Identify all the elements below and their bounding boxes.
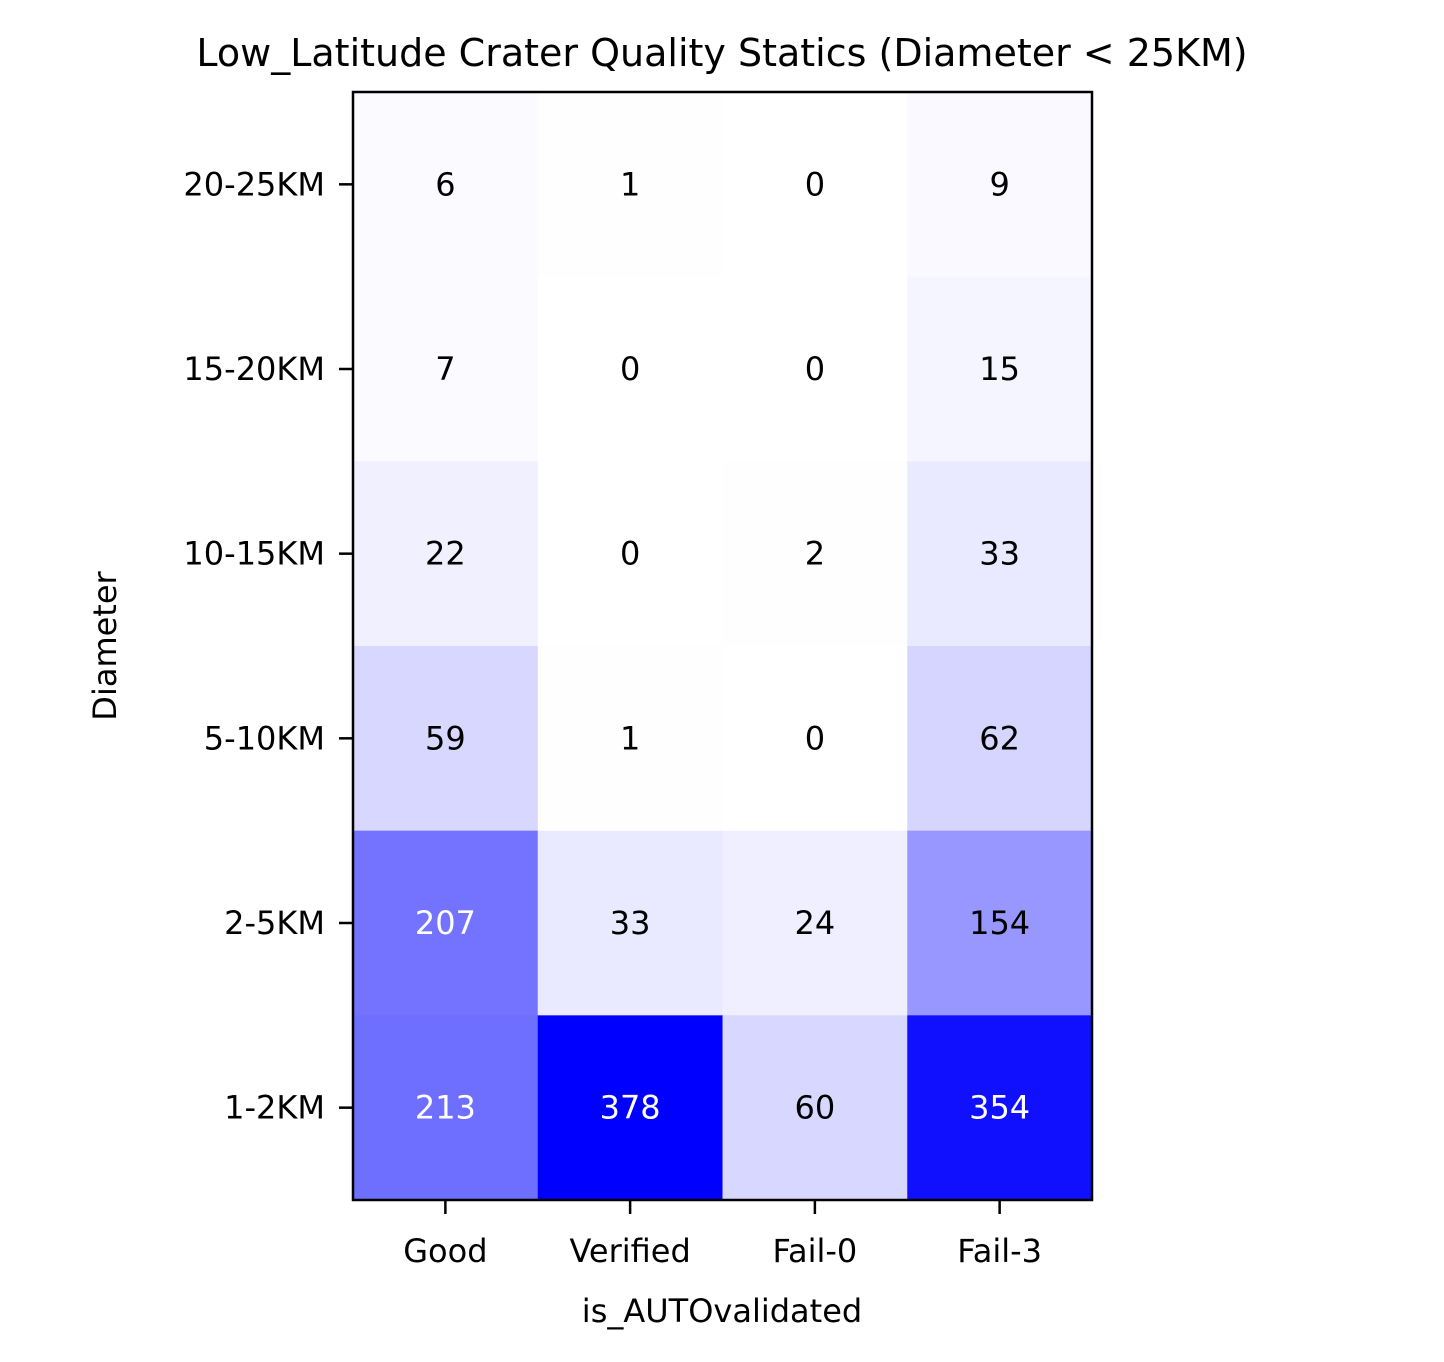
x-tick-label: Verified [569, 1232, 690, 1270]
heatmap-cell-20-25KM-Good [353, 92, 539, 278]
cell-value-label: 9 [989, 165, 1009, 203]
chart-title: Low_Latitude Crater Quality Statics (Dia… [196, 31, 1247, 75]
heatmap-cell-5-10KM-Verified [537, 646, 723, 832]
x-axis-ticks: Good Verified Fail-0 Fail-3 [403, 1200, 1042, 1270]
y-tick-label: 1-2KM [224, 1089, 325, 1127]
heatmap-cell-15-20KM-Good [353, 276, 539, 462]
cell-value-label: 0 [805, 165, 825, 203]
y-tick-label: 5-10KM [204, 719, 325, 757]
heatmap-cell-20-25KM-Fail-0 [722, 92, 908, 278]
heatmap-cell-20-25KM-Fail-3 [907, 92, 1093, 278]
cell-value-label: 22 [425, 535, 466, 573]
heatmap-cell-10-15KM-Good [353, 461, 539, 647]
heatmap-cell-2-5KM-Fail-3 [907, 830, 1093, 1016]
heatmap-cell-2-5KM-Fail-0 [722, 830, 908, 1016]
cell-value-label: 59 [425, 719, 466, 757]
heatmap-cell-1-2KM-Good [353, 1015, 539, 1201]
heatmap-cell-5-10KM-Good [353, 646, 539, 832]
cell-value-label: 1 [620, 165, 640, 203]
x-axis-label: is_AUTOvalidated [582, 1292, 862, 1330]
y-tick-label: 15-20KM [183, 350, 325, 388]
heatmap-cell-15-20KM-Fail-0 [722, 276, 908, 462]
cell-value-label: 60 [795, 1089, 836, 1127]
x-tick-label: Fail-3 [957, 1232, 1042, 1270]
plot-frame [351, 90, 1094, 1202]
heatmap-cell-1-2KM-Verified [537, 1015, 723, 1201]
x-tick-label: Good [403, 1232, 487, 1270]
cell-value-label: 62 [979, 719, 1020, 757]
y-tick-label: 10-15KM [183, 535, 325, 573]
heatmap-cell-15-20KM-Fail-3 [907, 276, 1093, 462]
cell-value-label: 0 [805, 719, 825, 757]
heatmap-cells: 6 1 0 9 7 0 0 15 22 0 2 33 59 1 0 62 207 33 24 154 213 378 60 3… [353, 92, 1093, 1201]
heatmap-cell-10-15KM-Verified [537, 461, 723, 647]
y-tick-label: 20-25KM [183, 165, 325, 203]
y-tick-label: 2-5KM [224, 904, 325, 942]
heatmap-cell-10-15KM-Fail-3 [907, 461, 1093, 647]
heatmap-cell-15-20KM-Verified [537, 276, 723, 462]
cell-value-label: 33 [610, 904, 651, 942]
cell-value-label: 6 [435, 165, 455, 203]
heatmap-cell-20-25KM-Verified [537, 92, 723, 278]
cell-value-label: 154 [969, 904, 1030, 942]
cell-value-label: 1 [620, 719, 640, 757]
cell-value-label: 0 [805, 350, 825, 388]
cell-value-label: 33 [979, 535, 1020, 573]
cell-value-label: 213 [415, 1089, 476, 1127]
heatmap-cell-1-2KM-Fail-3 [907, 1015, 1093, 1201]
cell-value-label: 2 [805, 535, 825, 573]
heatmap-cell-5-10KM-Fail-0 [722, 646, 908, 832]
y-axis-ticks: 20-25KM 15-20KM 10-15KM 5-10KM 2-5KM 1-2KM [183, 165, 353, 1127]
cell-value-label: 207 [415, 904, 476, 942]
cell-value-label: 15 [979, 350, 1020, 388]
cell-value-label: 354 [969, 1089, 1030, 1127]
x-tick-label: Fail-0 [772, 1232, 857, 1270]
heatmap-cell-5-10KM-Fail-3 [907, 646, 1093, 832]
cell-value-label: 24 [795, 904, 836, 942]
heatmap-cell-10-15KM-Fail-0 [722, 461, 908, 647]
heatmap-cell-2-5KM-Good [353, 830, 539, 1016]
cell-value-label: 0 [620, 350, 640, 388]
cell-value-label: 0 [620, 535, 640, 573]
heatmap-cell-1-2KM-Fail-0 [722, 1015, 908, 1201]
heatmap-cell-2-5KM-Verified [537, 830, 723, 1016]
cell-value-label: 7 [435, 350, 455, 388]
cell-value-label: 378 [600, 1089, 661, 1127]
y-axis-label: Diameter [86, 570, 124, 720]
